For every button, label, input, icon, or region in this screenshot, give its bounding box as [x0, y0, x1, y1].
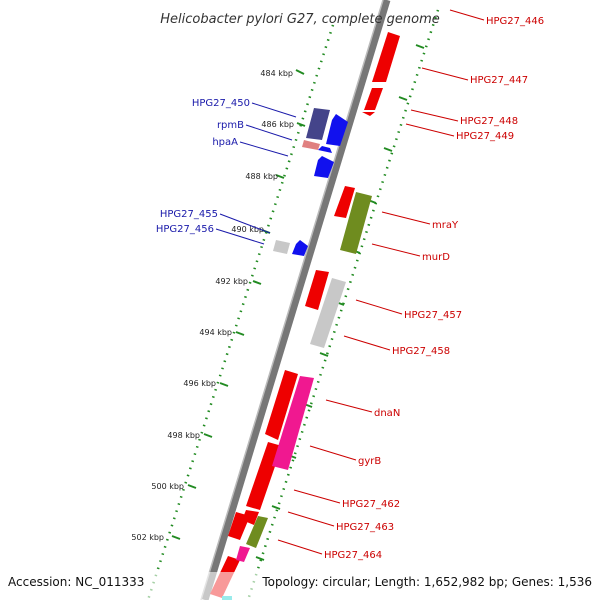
gene-label: HPG27_456: [156, 224, 214, 235]
guide-lines: [146, 9, 440, 600]
gene-gyrb-red: [246, 442, 282, 510]
gene-label: HPG27_446: [486, 16, 544, 27]
gene-label: HPG27_458: [392, 346, 450, 357]
gene-hpg27-463: [246, 516, 268, 548]
kbp-label: 486 kbp: [261, 120, 294, 129]
kbp-label: 484 kbp: [260, 69, 293, 78]
gene-label: mraY: [432, 220, 459, 231]
gene-hpg27-464: [236, 546, 250, 562]
kbp-label: 490 kbp: [231, 225, 264, 234]
kbp-label: 496 kbp: [183, 379, 216, 388]
gene-label: hpaA: [212, 137, 238, 148]
kbp-label: 498 kbp: [167, 431, 200, 440]
gene-label: rpmB: [217, 120, 244, 131]
kbp-ticks: [171, 69, 306, 540]
gene-mray-red: [334, 186, 355, 218]
accession-text: Accession: NC_011333: [8, 575, 144, 589]
kbp-label: 502 kbp: [131, 533, 164, 542]
left-labels: HPG27_450 rpmB hpaA HPG27_455 HPG27_456: [156, 98, 250, 235]
gene-label: gyrB: [358, 456, 381, 467]
gene-dnan-red: [265, 370, 298, 440]
gene-label: HPG27_462: [342, 499, 400, 510]
gene-hpg27-456: [292, 240, 308, 256]
gene-label: HPG27_447: [470, 75, 528, 86]
gene-label: HPG27_457: [404, 310, 462, 321]
gene-label: HPG27_464: [324, 550, 382, 561]
gene-rpmb: [302, 140, 320, 150]
gene-hpg27-448: [362, 112, 375, 116]
map-title: Helicobacter pylori G27, complete genome: [160, 12, 439, 27]
gene-label: murD: [422, 252, 450, 263]
guide-line-left: [146, 24, 335, 600]
kbp-label: 488 kbp: [245, 172, 278, 181]
left-connectors: [215, 102, 297, 245]
kbp-label: 500 kbp: [151, 482, 184, 491]
genes-olive: [246, 192, 372, 548]
genes-pink: [236, 376, 314, 562]
topology-text: Topology: circular; Length: 1,652,982 bp…: [261, 575, 592, 589]
gene-label: HPG27_450: [192, 98, 250, 109]
gene-label: HPG27_448: [460, 116, 518, 127]
right-labels: HPG27_446 HPG27_447 HPG27_448 HPG27_449 …: [324, 16, 544, 561]
genes-gray: [273, 140, 346, 348]
gene-label: HPG27_455: [160, 209, 218, 220]
gene-hpg27-450: [306, 108, 330, 140]
gene-label: HPG27_449: [456, 131, 514, 142]
gene-hpg27-446: [372, 32, 400, 82]
kbp-labels: 484 kbp 486 kbp 488 kbp 490 kbp 492 kbp …: [131, 69, 294, 542]
gene-hpg27-463-red: [228, 512, 250, 540]
genome-backbone: [200, 0, 391, 600]
gene-hpg27-458: [310, 278, 346, 348]
gene-label: HPG27_463: [336, 522, 394, 533]
gene-gyrb: [272, 376, 314, 470]
kbp-label: 492 kbp: [215, 277, 248, 286]
genes-red: [210, 32, 400, 598]
gene-murd: [340, 192, 372, 254]
genes-blue: [292, 108, 348, 256]
kbp-label: 494 kbp: [199, 328, 232, 337]
footer-backdrop: [0, 572, 600, 600]
gene-hpg27-450-b: [326, 114, 348, 146]
gene-label: dnaN: [374, 408, 400, 419]
gene-hpg27-455: [273, 240, 290, 254]
right-connectors: [277, 9, 485, 555]
gene-hpaa: [314, 156, 334, 178]
gene-hpaa-a: [318, 146, 332, 153]
gene-hpg27-447: [364, 88, 383, 110]
gene-hpg27-457: [305, 270, 329, 310]
